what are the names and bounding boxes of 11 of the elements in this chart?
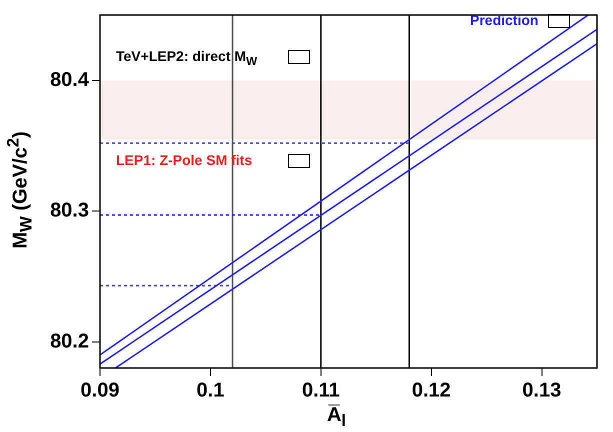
- x-axis-title: A̅$_{l}$: [326, 404, 348, 431]
- x-tick-label: 0.12: [412, 380, 451, 402]
- y-tick-label: 80.2: [50, 330, 89, 352]
- annotation: Prediction: [470, 12, 538, 28]
- x-tick-label: 0.11: [302, 380, 340, 402]
- x-tick-label: 0.1: [196, 380, 224, 402]
- x-tick-label: 0.09: [80, 380, 120, 402]
- y-tick-label: 80.3: [50, 200, 89, 222]
- annotation: TeV+LEP2: direct M$_{W}$: [116, 48, 258, 68]
- x-tick-label: 0.13: [522, 380, 562, 402]
- y-tick-label: 80.4: [50, 68, 90, 91]
